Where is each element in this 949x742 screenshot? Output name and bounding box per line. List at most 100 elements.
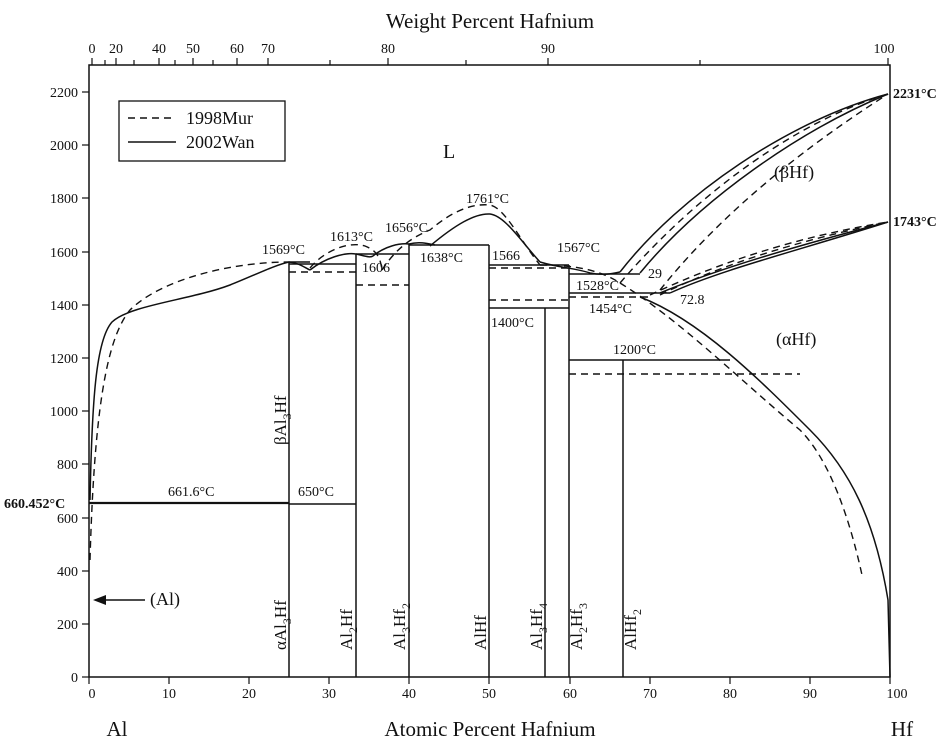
svg-text:Al3Hf2: Al3Hf2: [390, 603, 413, 650]
transus-dashed: [659, 221, 889, 296]
svg-text:Al2Hf3: Al2Hf3: [567, 603, 590, 650]
compound-label-al2hf: Al2Hf: [337, 609, 360, 650]
reaction-label: 661.6°C: [168, 485, 214, 500]
liquidus-segment-dashed: [539, 264, 621, 284]
top-tick: 100: [874, 42, 895, 57]
bottom-tick: 80: [723, 687, 737, 702]
reaction-label: 1566: [492, 249, 520, 264]
alpha-hf-boundary: [639, 296, 891, 678]
top-tick: 90: [541, 42, 555, 57]
reaction-label: 1567°C: [557, 241, 600, 256]
solid-curves: [89, 93, 891, 678]
transformation-point-hf: 1743°C: [893, 215, 937, 230]
dashed-curves: [89, 93, 889, 576]
left-tick: 0: [71, 671, 78, 686]
legend-solid-label: 2002Wan: [186, 132, 255, 152]
compound-label-beta-al3hf: βAl3Hf: [271, 395, 294, 445]
bottom-tick: 40: [402, 687, 416, 702]
bottom-tick: 90: [803, 687, 817, 702]
top-tick: 70: [261, 42, 275, 57]
phase-label-beta-hf: (βHf): [774, 162, 814, 183]
svg-text:AlHf2: AlHf2: [621, 609, 644, 650]
top-tick: 60: [230, 42, 244, 57]
reaction-label: 1638°C: [420, 251, 463, 266]
phase-label-liquid: L: [443, 141, 455, 163]
bottom-tick: 10: [162, 687, 176, 702]
bottom-axis-title: Atomic Percent Hafnium: [384, 717, 595, 741]
bottom-axis: 0 10 20 30 40 50 60 70 80 90 100: [88, 677, 908, 702]
svg-text:AlHf: AlHf: [471, 615, 490, 650]
phase-label-alpha-hf: (αHf): [776, 329, 816, 350]
bottom-tick: 100: [887, 687, 908, 702]
left-tick: 800: [57, 458, 78, 473]
arrow-head-icon: [93, 595, 106, 605]
reaction-label: 1400°C: [491, 316, 534, 331]
top-tick: 0: [89, 42, 96, 57]
alpha-hf-boundary-dashed: [619, 282, 863, 576]
top-tick: 20: [109, 42, 123, 57]
left-tick: 1200: [50, 352, 78, 367]
phase-label-al: (Al): [150, 589, 180, 610]
legend-box: [118, 100, 286, 162]
top-axis-title: Weight Percent Hafnium: [386, 9, 594, 33]
reaction-label: 72.8: [680, 293, 705, 308]
left-axis: 0 200 400 600 800 1000 1200 1400 1600 18…: [50, 86, 89, 686]
legend-dashed-label: 1998Mur: [186, 108, 253, 128]
svg-text:βAl3Hf: βAl3Hf: [271, 395, 294, 445]
compound-label-al2hf3: Al2Hf3: [567, 603, 590, 650]
transus-dashed: [649, 221, 889, 296]
left-tick: 2000: [50, 139, 78, 154]
bottom-tick: 0: [89, 687, 96, 702]
melting-point-labels: 660.452°C 2231°C 1743°C: [4, 87, 937, 512]
left-tick: 200: [57, 618, 78, 633]
melting-point-al: 660.452°C: [4, 497, 65, 512]
liquidus-hf-side: [619, 93, 889, 273]
compound-label-al3hf2: Al3Hf2: [390, 603, 413, 650]
compound-label-al3hf4: Al3Hf4: [527, 603, 550, 650]
reaction-label: 1200°C: [613, 343, 656, 358]
bottom-tick: 60: [563, 687, 577, 702]
top-tick: 50: [186, 42, 200, 57]
compound-labels: αAl3Hf βAl3Hf Al2Hf Al3Hf2 AlHf Al3Hf4 A…: [271, 395, 644, 650]
right-element-label: Hf: [891, 717, 913, 741]
reaction-label: 1454°C: [589, 302, 632, 317]
bottom-tick: 20: [242, 687, 256, 702]
bottom-tick: 70: [643, 687, 657, 702]
reaction-label: 650°C: [298, 485, 334, 500]
transus-line: [669, 221, 889, 294]
left-tick: 600: [57, 512, 78, 527]
left-tick: 1800: [50, 192, 78, 207]
reaction-label: 1656°C: [385, 221, 428, 236]
svg-text:Al2Hf: Al2Hf: [337, 609, 360, 650]
liquidus-segment-dashed: [309, 244, 383, 271]
left-tick: 1600: [50, 246, 78, 261]
reaction-label: 1761°C: [466, 192, 509, 207]
reaction-labels: 1569°C 1613°C 1656°C 1761°C 1606 1638°C …: [168, 192, 705, 500]
top-tick: 40: [152, 42, 166, 57]
liquidus-al-side: [89, 261, 290, 501]
left-tick: 1000: [50, 405, 78, 420]
svg-text:αAl3Hf: αAl3Hf: [271, 600, 294, 650]
compound-label-alhf: AlHf: [471, 615, 490, 650]
phase-labels: L (βHf) (αHf) (Al): [93, 141, 816, 610]
liquidus-hf-side-dashed: [619, 93, 889, 284]
svg-text:Al3Hf4: Al3Hf4: [527, 603, 550, 650]
left-tick: 2200: [50, 86, 78, 101]
compound-label-alpha-al3hf: αAl3Hf: [271, 600, 294, 650]
solidus-dashed: [659, 93, 889, 291]
top-axis: 0 20 40 50 60 70 80 90 100: [89, 42, 895, 65]
top-tick: 80: [381, 42, 395, 57]
reaction-label: 1569°C: [262, 243, 305, 258]
left-tick: 1400: [50, 299, 78, 314]
legend: 1998Mur 2002Wan: [118, 100, 286, 162]
compound-label-alhf2: AlHf2: [621, 609, 644, 650]
liquidus-al-side-dashed: [89, 261, 290, 561]
left-element-label: Al: [107, 717, 128, 741]
reaction-label: 1606: [362, 261, 390, 276]
left-tick: 400: [57, 565, 78, 580]
solidus-beta-hf: [639, 93, 889, 274]
reaction-label: 29: [648, 267, 662, 282]
reaction-label: 1613°C: [330, 230, 373, 245]
